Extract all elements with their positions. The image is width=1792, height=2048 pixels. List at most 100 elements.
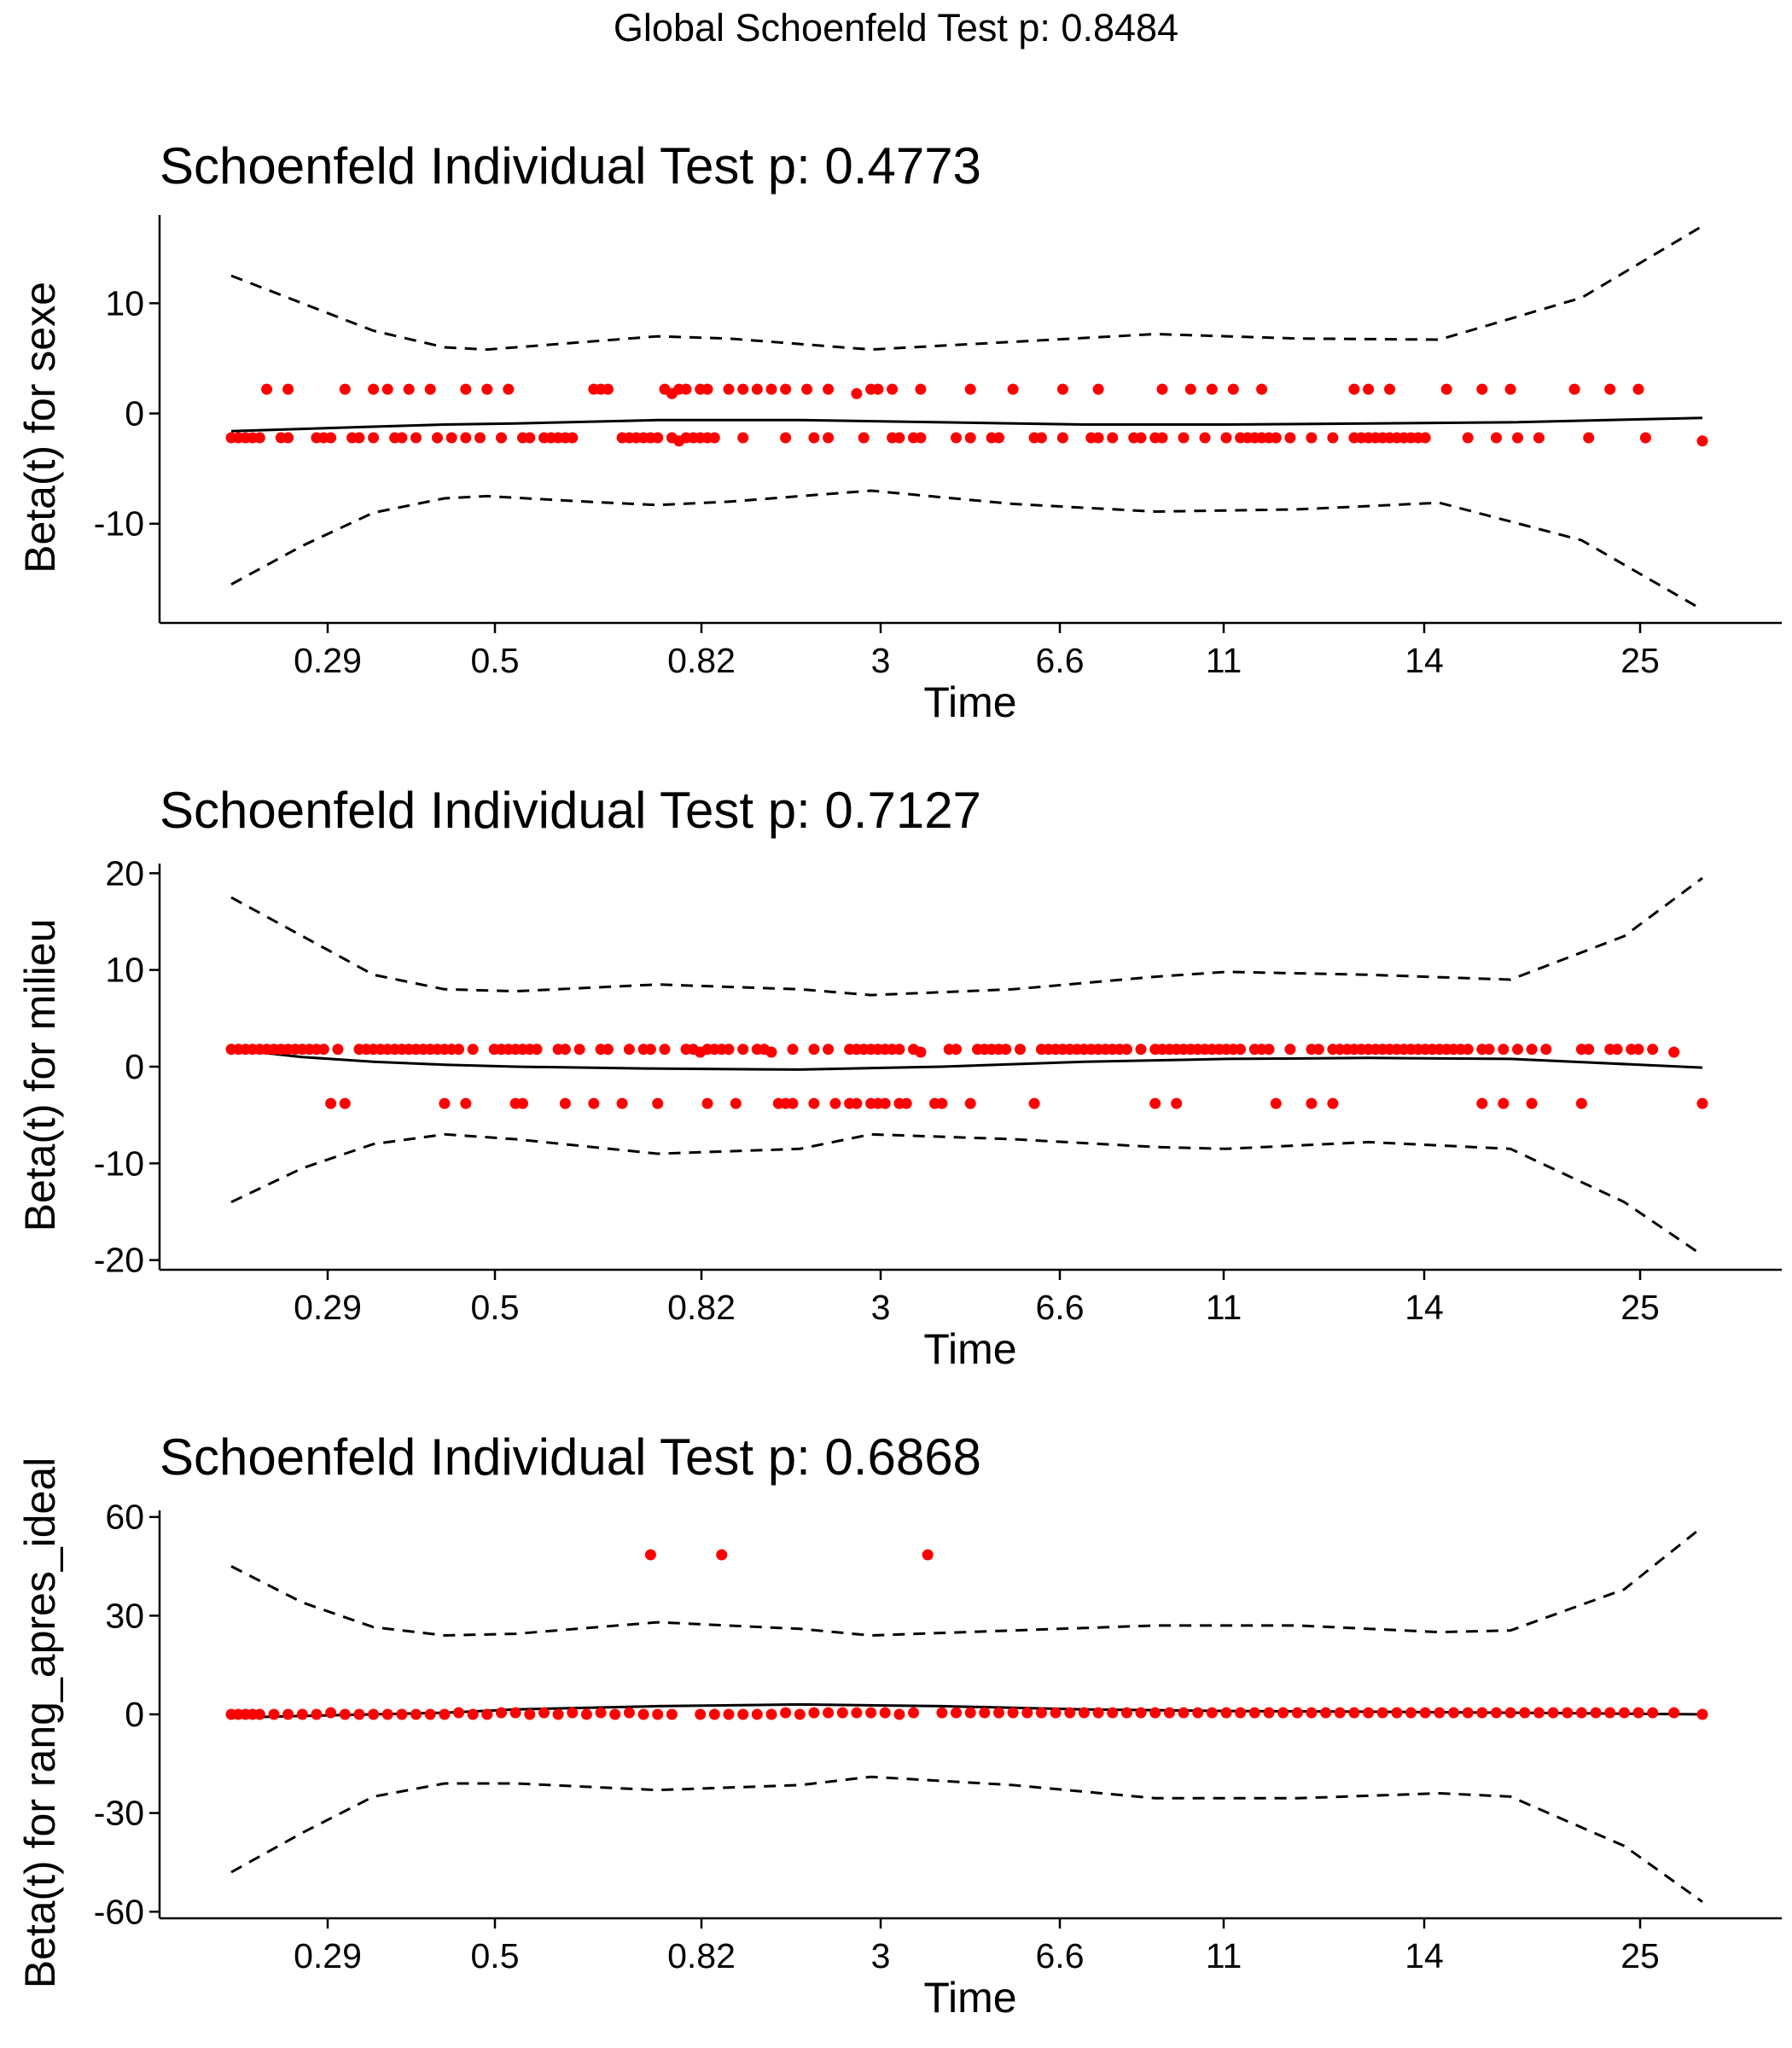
x-tick-label: 14: [1405, 1288, 1444, 1327]
x-tick-label: 0.82: [667, 1936, 736, 1975]
residual-point: [737, 1708, 749, 1720]
x-tick-label: 25: [1620, 1288, 1660, 1327]
y-axis-label: Beta(t) for sexe: [16, 282, 64, 573]
residual-point: [1668, 1707, 1680, 1719]
residual-point: [951, 1707, 962, 1719]
residual-point: [893, 432, 905, 444]
residual-point: [1696, 435, 1708, 447]
residual-point: [311, 1708, 323, 1720]
residual-point: [1206, 383, 1218, 395]
y-tick-label: 0: [125, 1047, 144, 1086]
residual-point: [474, 432, 486, 444]
residual-point: [325, 432, 337, 444]
residual-point: [460, 432, 472, 444]
residual-point: [602, 383, 614, 395]
residual-point: [1533, 1707, 1545, 1719]
x-tick-label: 3: [871, 1288, 891, 1327]
residual-point: [751, 1708, 763, 1720]
residual-point: [695, 1708, 707, 1720]
residual-point: [1327, 432, 1339, 444]
residual-point: [1120, 1044, 1132, 1056]
residual-point: [424, 383, 436, 395]
residual-point: [879, 1097, 891, 1109]
panel-2: Schoenfeld Individual Test p: 0.7127 -20 -…: [16, 782, 1782, 1373]
residual-point: [1163, 1707, 1175, 1719]
residual-point: [1504, 1707, 1516, 1719]
residual-point: [339, 1097, 351, 1109]
residual-point: [1178, 432, 1190, 444]
residual-point: [823, 1707, 835, 1719]
residual-point: [253, 432, 265, 444]
residual-point: [460, 383, 472, 395]
residual-point: [1135, 1707, 1147, 1719]
residual-point: [829, 1097, 841, 1109]
x-axis-label: Time: [923, 1325, 1016, 1373]
residual-point: [964, 1707, 976, 1719]
residual-point: [481, 1708, 493, 1720]
residual-point: [1078, 1707, 1090, 1719]
fit-line: [230, 416, 1703, 433]
residual-point: [524, 1708, 536, 1720]
residual-point: [1448, 1707, 1459, 1719]
residual-point: [716, 1549, 728, 1561]
residual-point: [865, 1707, 877, 1719]
y-tick-label: -10: [94, 1143, 144, 1183]
residual-point: [858, 432, 870, 444]
x-tick-label: 0.5: [471, 1936, 520, 1975]
residual-point: [368, 383, 380, 395]
residual-point: [1220, 432, 1232, 444]
residual-point: [701, 383, 713, 395]
y-tick-label: -60: [94, 1892, 144, 1931]
residual-point: [439, 1708, 451, 1720]
residual-point: [644, 1549, 656, 1561]
residual-point: [1419, 432, 1431, 444]
residual-point: [1064, 1707, 1076, 1719]
residual-point: [381, 1708, 393, 1720]
residual-point: [708, 432, 720, 444]
residual-point: [1092, 383, 1104, 395]
panel-title: Schoenfeld Individual Test p: 0.6868: [160, 1428, 981, 1486]
residual-point: [1568, 383, 1580, 395]
y-tick-label: 60: [105, 1498, 144, 1537]
residual-point: [1575, 1097, 1587, 1109]
residual-point: [573, 1044, 585, 1056]
residual-point: [1056, 432, 1068, 444]
residual-point: [1007, 383, 1019, 395]
ci-lower-line: [230, 1775, 1703, 1903]
residual-point: [1291, 1707, 1303, 1719]
global-title: Global Schoenfeld Test p: 0.8484: [614, 6, 1178, 49]
residual-point: [1462, 432, 1474, 444]
residual-point: [915, 383, 927, 395]
residual-point: [794, 1708, 806, 1720]
residual-point: [751, 383, 763, 395]
residual-point: [652, 1708, 664, 1720]
residual-point: [268, 1708, 280, 1720]
residual-point: [936, 1707, 948, 1719]
residual-point: [1312, 1044, 1324, 1056]
residual-point: [325, 1097, 337, 1109]
residual-point: [908, 1707, 919, 1719]
residual-point: [1270, 1097, 1282, 1109]
panel-3: Schoenfeld Individual Test p: 0.6868 -60 -…: [16, 1428, 1782, 2022]
residual-point: [460, 1097, 472, 1109]
residual-point: [1639, 432, 1651, 444]
panel-title: Schoenfeld Individual Test p: 0.4773: [160, 137, 981, 195]
residual-point: [282, 383, 294, 395]
residual-point: [765, 1046, 777, 1058]
residual-point: [1206, 1707, 1218, 1719]
residual-point: [964, 383, 976, 395]
residual-point: [1320, 1707, 1332, 1719]
residual-point: [1178, 1707, 1190, 1719]
residual-point: [1376, 1707, 1388, 1719]
residual-point: [900, 1097, 912, 1109]
ci-upper-line: [230, 1526, 1703, 1638]
residual-point: [1462, 1044, 1474, 1056]
residual-point: [567, 432, 579, 444]
residual-point: [708, 1708, 720, 1720]
residual-point: [1575, 1707, 1587, 1719]
residual-point: [1256, 383, 1268, 395]
residual-point: [1263, 1707, 1275, 1719]
x-tick-label: 0.29: [294, 1936, 362, 1975]
panel-1: Schoenfeld Individual Test p: 0.4773 -10 0…: [16, 137, 1782, 726]
x-axis-label: Time: [923, 1974, 1016, 2022]
